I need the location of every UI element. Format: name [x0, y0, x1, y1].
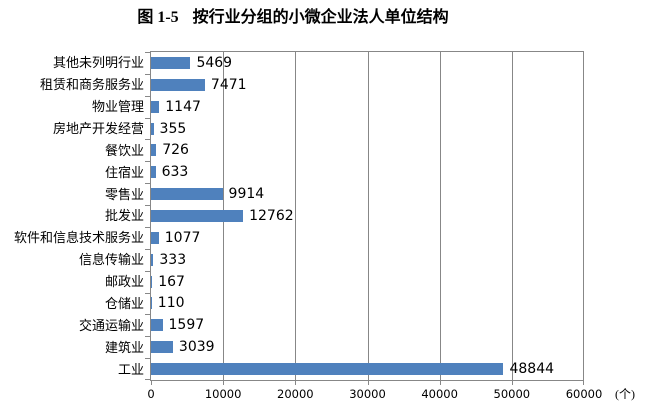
y-axis-tick [145, 379, 151, 380]
y-axis-tick [145, 226, 151, 228]
y-axis-tick [145, 248, 151, 250]
plot-area: (个) 0 10000 20000 30000 40000 50000 60000 5469 其… [14, 51, 635, 401]
bar-房地产开发经营 [151, 122, 154, 135]
x-axis-tick-label: 30000 [349, 387, 386, 401]
gridline [439, 52, 441, 380]
value-label: 5469 [196, 54, 233, 71]
category-label: 租赁和商务服务业 [39, 77, 144, 93]
bar-物业管理 [151, 100, 160, 113]
category-label: 批发业 [104, 208, 144, 224]
y-axis-tick [145, 52, 151, 53]
category-label: 住宿业 [104, 164, 144, 180]
value-label: 3039 [178, 339, 215, 356]
value-label: 110 [157, 295, 185, 312]
bar-零售业 [151, 188, 223, 201]
bar-软件和信息技术服务业 [151, 231, 159, 244]
y-axis-tick [145, 358, 151, 360]
bar-餐饮业 [151, 144, 157, 157]
category-label: 餐饮业 [104, 142, 144, 158]
y-axis-tick [145, 292, 151, 294]
category-label: 房地产开发经营 [52, 121, 144, 136]
value-label: 48844 [509, 361, 555, 378]
x-axis-tick-label: 20000 [277, 387, 314, 401]
bar-信息传输业 [151, 253, 154, 266]
chart-title-text: 按行业分组的小微企业法人单位结构 [192, 9, 449, 26]
y-axis-tick [145, 183, 151, 185]
value-label: 1597 [168, 317, 205, 334]
value-label: 1077 [164, 229, 201, 246]
y-axis-tick [145, 117, 151, 119]
gridline [367, 52, 369, 380]
gridline [295, 52, 297, 380]
value-label: 167 [158, 273, 185, 290]
category-label: 物业管理 [91, 99, 144, 115]
x-axis-tick-label: 0 [147, 387, 155, 401]
category-label: 仓储业 [104, 295, 144, 311]
x-axis-tick-label: 60000 [565, 387, 603, 401]
bar-住宿业 [151, 166, 156, 179]
x-axis-tick [367, 381, 369, 385]
bar-其他未列明行业 [151, 56, 191, 69]
y-axis-tick [145, 336, 151, 338]
x-axis-tick [223, 381, 225, 385]
bar-工业 [151, 363, 504, 376]
category-label: 信息传输业 [78, 252, 144, 268]
x-axis-tick [295, 381, 297, 385]
value-label: 7471 [210, 76, 247, 93]
value-label: 726 [162, 142, 189, 159]
y-axis-tick [145, 205, 151, 207]
category-label: 零售业 [104, 186, 144, 202]
x-axis-tick-label: 10000 [204, 387, 242, 401]
category-label: 邮政业 [104, 274, 144, 290]
gridline [511, 52, 513, 380]
x-axis-tick [439, 381, 441, 385]
value-label: 12762 [249, 207, 294, 224]
category-label: 软件和信息技术服务业 [13, 230, 144, 246]
y-axis-tick [145, 314, 151, 316]
x-axis-tick [151, 381, 152, 385]
y-axis-tick [145, 139, 151, 141]
category-label: 交通运输业 [78, 317, 144, 333]
x-axis-unit-label: (个) [615, 387, 635, 401]
y-axis-tick [145, 95, 151, 97]
value-label: 633 [161, 164, 189, 181]
bar-邮政业 [151, 275, 153, 288]
chart-title: 图 1-5 按行业分组的小微企业法人单位结构 [0, 3, 586, 27]
figure-number: 图 1-5 [137, 9, 179, 26]
value-label: 9914 [228, 186, 265, 203]
x-axis-tick-label: 40000 [421, 387, 458, 401]
x-axis-tick [583, 381, 584, 385]
value-label: 1147 [165, 98, 201, 115]
bar-仓储业 [151, 297, 152, 310]
y-axis-tick [145, 270, 151, 272]
bar-批发业 [151, 209, 244, 222]
bar-租赁和商务服务业 [151, 78, 205, 91]
x-axis-tick-label: 50000 [493, 387, 531, 401]
value-label: 355 [159, 120, 187, 137]
y-axis-tick [145, 161, 151, 163]
bar-交通运输业 [151, 319, 163, 332]
value-label: 333 [159, 251, 187, 268]
category-label: 工业 [117, 361, 144, 377]
y-axis-tick [145, 73, 151, 75]
category-label: 其他未列明行业 [52, 55, 144, 71]
bar-建筑业 [151, 341, 173, 354]
x-axis-tick [511, 381, 513, 385]
gridline [583, 52, 584, 380]
category-label: 建筑业 [104, 339, 144, 355]
